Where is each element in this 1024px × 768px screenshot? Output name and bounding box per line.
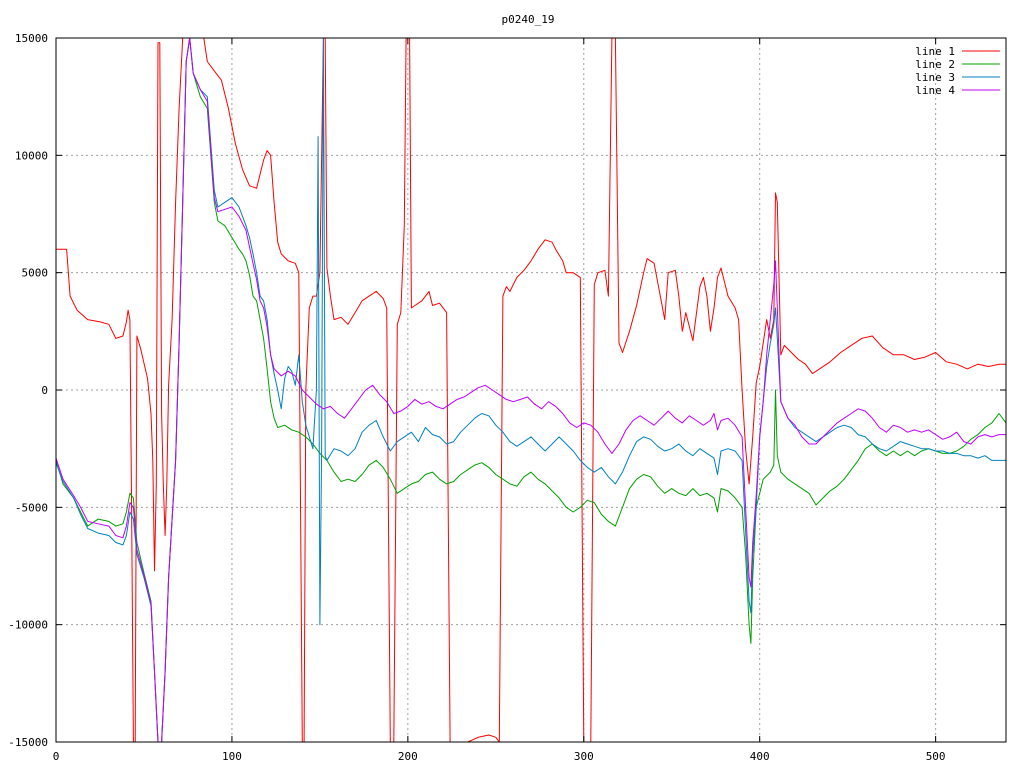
legend-label-2: line 2	[915, 58, 955, 71]
x-tick-label: 400	[750, 750, 770, 763]
y-tick-label: 5000	[22, 267, 49, 280]
legend-label-1: line 1	[915, 45, 955, 58]
y-tick-label: -10000	[8, 619, 48, 632]
series-line-2	[55, 37, 1007, 743]
y-tick-label: 15000	[15, 32, 48, 45]
grid-lines	[56, 38, 1006, 742]
x-tick-label: 200	[398, 750, 418, 763]
legend-label-4: line 4	[915, 84, 955, 97]
y-tick-label: 0	[41, 384, 48, 397]
y-tick-label: 10000	[15, 149, 48, 162]
x-tick-label: 300	[574, 750, 594, 763]
y-axis-ticks: -15000 -10000 -5000 0 5000 10000 15000	[8, 32, 1006, 749]
y-tick-label: -5000	[15, 501, 48, 514]
chart-title: p0240_19	[502, 13, 555, 26]
x-tick-label: 500	[926, 750, 946, 763]
x-tick-label: 0	[53, 750, 60, 763]
x-axis-ticks: 0 100 200 300 400 500	[53, 38, 946, 763]
y-tick-label: -15000	[8, 736, 48, 749]
x-tick-label: 100	[222, 750, 242, 763]
legend-label-3: line 3	[915, 71, 955, 84]
series-line-4	[55, 37, 1006, 743]
